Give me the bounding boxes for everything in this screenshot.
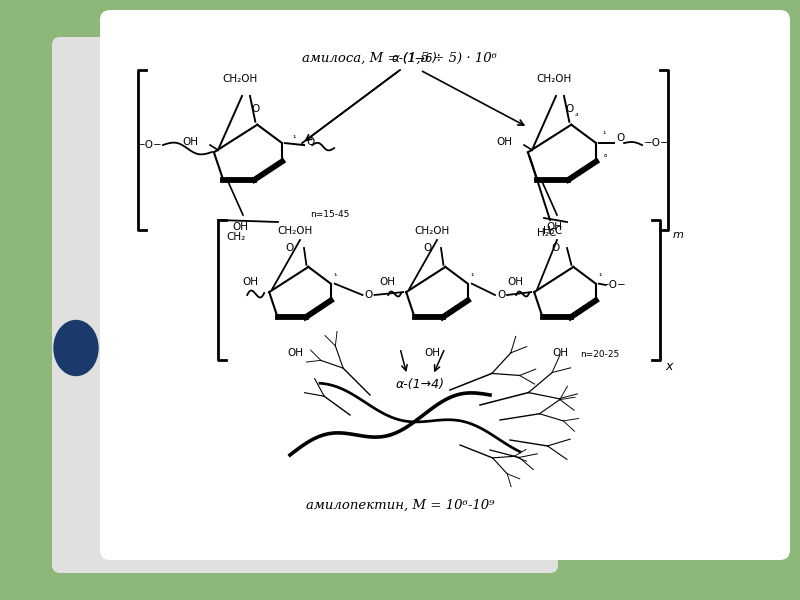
Text: x: x (665, 360, 672, 373)
Text: −O−: −O− (601, 280, 626, 290)
Text: CH₂OH: CH₂OH (414, 226, 450, 236)
Text: OH: OH (424, 348, 440, 358)
Text: OH: OH (507, 277, 523, 287)
Text: OH: OH (379, 277, 395, 287)
Text: OH: OH (552, 348, 568, 358)
Text: OH: OH (287, 348, 303, 358)
Text: O: O (251, 104, 260, 114)
Text: O: O (551, 243, 559, 253)
Text: амилоса, M = (1,5 ÷ 5) · 10⁶: амилоса, M = (1,5 ÷ 5) · 10⁶ (302, 52, 498, 64)
Text: −O−: −O− (644, 138, 670, 148)
Text: O: O (306, 137, 314, 147)
Text: n=15-45: n=15-45 (310, 210, 350, 219)
Text: ⁶: ⁶ (604, 153, 607, 162)
Text: ¹: ¹ (292, 134, 295, 143)
FancyBboxPatch shape (100, 10, 790, 560)
Text: ¹: ¹ (598, 272, 602, 281)
Text: −O−: −O− (138, 140, 163, 150)
Text: ¹: ¹ (334, 272, 337, 281)
Text: CH₂OH: CH₂OH (278, 226, 313, 236)
Text: O: O (497, 290, 505, 300)
Text: α-(1→6): α-(1→6) (392, 52, 438, 65)
Text: OH: OH (232, 222, 248, 232)
Text: O: O (286, 243, 294, 253)
Text: OH: OH (242, 277, 258, 287)
Text: m: m (673, 230, 684, 240)
FancyBboxPatch shape (52, 37, 558, 573)
Text: α-(1→4): α-(1→4) (395, 378, 445, 391)
Text: ⁴: ⁴ (574, 112, 578, 121)
Text: H₂C: H₂C (543, 226, 562, 236)
Text: ¹: ¹ (602, 130, 606, 139)
Text: OH: OH (496, 137, 512, 147)
Text: OH: OH (546, 222, 562, 232)
Text: O: O (423, 243, 431, 253)
Text: амилопектин, M = 10⁶-10⁹: амилопектин, M = 10⁶-10⁹ (306, 499, 494, 511)
Ellipse shape (54, 320, 98, 376)
Text: O: O (364, 290, 373, 300)
Text: CH₂OH: CH₂OH (222, 74, 258, 84)
Text: H₂C: H₂C (538, 228, 557, 238)
Text: OH: OH (182, 137, 198, 147)
Text: CH₂OH: CH₂OH (536, 74, 572, 84)
Text: O: O (616, 133, 624, 143)
Text: ¹: ¹ (470, 272, 474, 281)
Text: CH₂: CH₂ (226, 232, 246, 242)
Text: n=20-25: n=20-25 (580, 350, 619, 359)
Text: O: O (566, 104, 574, 114)
